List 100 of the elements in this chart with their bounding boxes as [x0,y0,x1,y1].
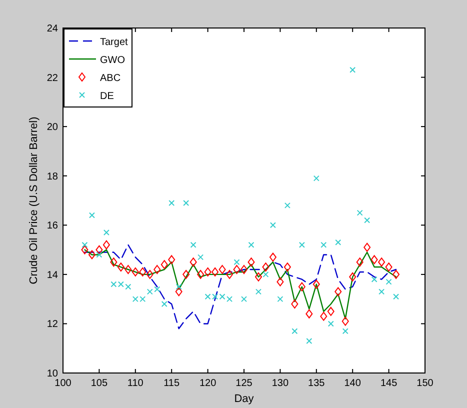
point [82,242,88,248]
point [277,296,284,302]
x-tick-label: 105 [90,378,108,389]
point [298,242,305,248]
point [364,217,370,224]
point [334,287,342,296]
point [103,230,110,236]
x-tick-label: 135 [308,378,326,389]
point [313,175,320,182]
point [125,284,132,290]
x-tick-label: 140 [344,378,362,389]
point [270,222,276,228]
point [342,328,348,334]
point [240,265,248,274]
point [356,210,363,216]
x-axis-title: Day [234,393,254,405]
point [96,245,103,254]
y-tick-label: 24 [46,24,58,34]
point [241,296,247,302]
x-tick-label: 110 [127,378,144,389]
point [175,287,182,296]
point [176,284,182,290]
legend-label: DE [100,91,114,102]
point [102,240,110,250]
point [198,254,204,260]
y-axis-title: Crude Oil Price (U.S Dollar Barrel) [28,116,40,284]
point [292,328,298,334]
point [349,272,356,282]
x-tick-label: 120 [199,378,217,389]
point [306,309,313,318]
point [160,260,168,270]
point [117,262,124,272]
point [139,267,146,276]
point [284,202,290,208]
y-tick-label: 18 [46,171,58,182]
x-tick-label: 125 [236,378,253,389]
point [342,316,349,326]
point [154,286,160,292]
point [328,320,334,327]
point [306,338,312,344]
point [190,258,197,267]
point [370,255,378,264]
point [218,265,226,274]
point [386,278,392,285]
point [327,306,334,316]
point [320,242,327,248]
y-tick-label: 14 [46,270,58,281]
point [262,271,269,278]
point [88,212,95,218]
y-tick-label: 16 [46,220,58,232]
point [356,258,364,267]
point [234,259,240,266]
point [248,242,254,248]
point [204,267,212,276]
x-tick-label: 100 [54,378,72,389]
point [262,262,270,272]
point [378,288,385,295]
point [146,270,154,279]
y-tick-label: 10 [46,368,58,380]
y-tick-label: 20 [46,122,58,134]
point [96,252,102,258]
point [110,258,118,267]
point [335,239,342,246]
point [378,258,386,267]
point [320,312,328,321]
point [312,280,320,289]
point [393,294,400,300]
point [226,296,233,302]
x-tick-label: 150 [416,378,434,389]
x-tick-label: 115 [164,378,180,389]
point [364,242,371,252]
point [132,267,139,276]
point [226,270,234,279]
point [182,270,190,279]
point [212,267,219,276]
point [88,250,96,260]
point [371,276,378,282]
point [269,252,276,262]
point [190,242,196,248]
point [183,200,190,206]
point [276,277,284,286]
point [154,265,161,274]
point [254,272,262,282]
legend-label: Target [100,37,128,48]
point [298,282,306,292]
point [350,66,356,73]
point [168,255,176,264]
x-tick-label: 130 [272,378,289,389]
point [81,245,88,254]
point [385,262,392,272]
legend-label: ABC [100,73,121,84]
point [168,200,175,206]
legend-label: GWO [100,55,126,66]
point [392,270,400,279]
point [248,258,255,267]
y-tick-label: 12 [46,319,58,330]
point [233,265,240,274]
point [291,300,298,308]
point [124,265,132,274]
point [255,288,262,295]
